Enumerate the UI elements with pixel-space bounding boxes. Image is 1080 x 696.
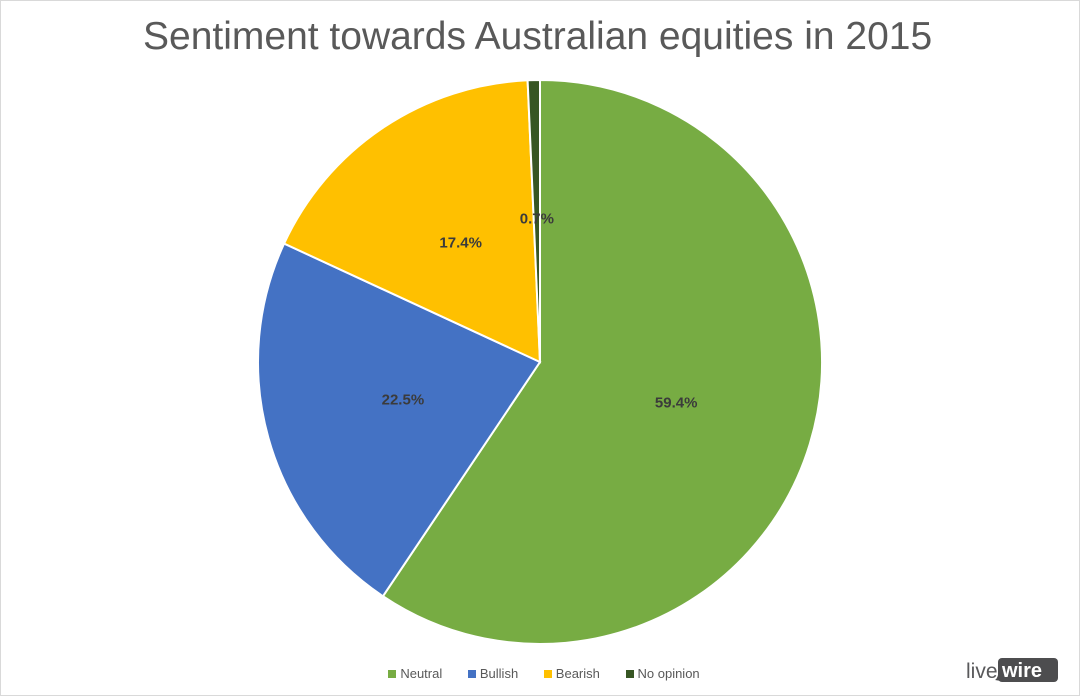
svg-text:live: live <box>966 660 998 683</box>
svg-text:0.7%: 0.7% <box>520 211 554 228</box>
svg-text:59.4%: 59.4% <box>655 394 698 411</box>
svg-text:22.5%: 22.5% <box>382 391 425 408</box>
svg-text:17.4%: 17.4% <box>439 235 482 252</box>
svg-text:wire: wire <box>1001 660 1042 682</box>
